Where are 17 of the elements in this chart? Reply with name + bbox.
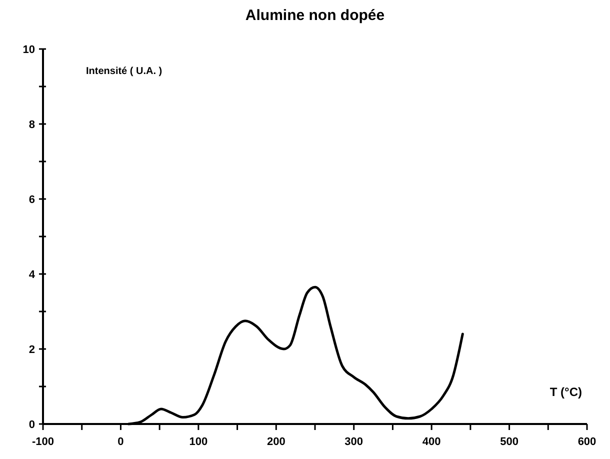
y-tick-label: 6 bbox=[28, 194, 35, 206]
y-tick-label: 10 bbox=[22, 44, 35, 56]
x-tick-label: 200 bbox=[266, 436, 286, 448]
y-tick-label: 4 bbox=[28, 268, 36, 281]
x-tick-label: 100 bbox=[189, 436, 208, 448]
x-tick-label: 600 bbox=[578, 436, 596, 448]
x-tick-label: 300 bbox=[344, 436, 364, 448]
x-tick-label: 500 bbox=[500, 436, 518, 448]
y-tick-label: 2 bbox=[28, 344, 35, 356]
x-tick-label: 400 bbox=[422, 436, 441, 448]
y-tick-label: 8 bbox=[28, 118, 35, 131]
x-tick-label: -100 bbox=[32, 436, 54, 448]
y-tick-label: 0 bbox=[28, 418, 35, 431]
chart-title: Alumine non dopée bbox=[245, 7, 385, 24]
x-axis-title: T (°C) bbox=[550, 385, 582, 399]
x-tick-label: 0 bbox=[118, 436, 124, 448]
y-axis-title: Intensité ( U.A. ) bbox=[86, 66, 162, 77]
